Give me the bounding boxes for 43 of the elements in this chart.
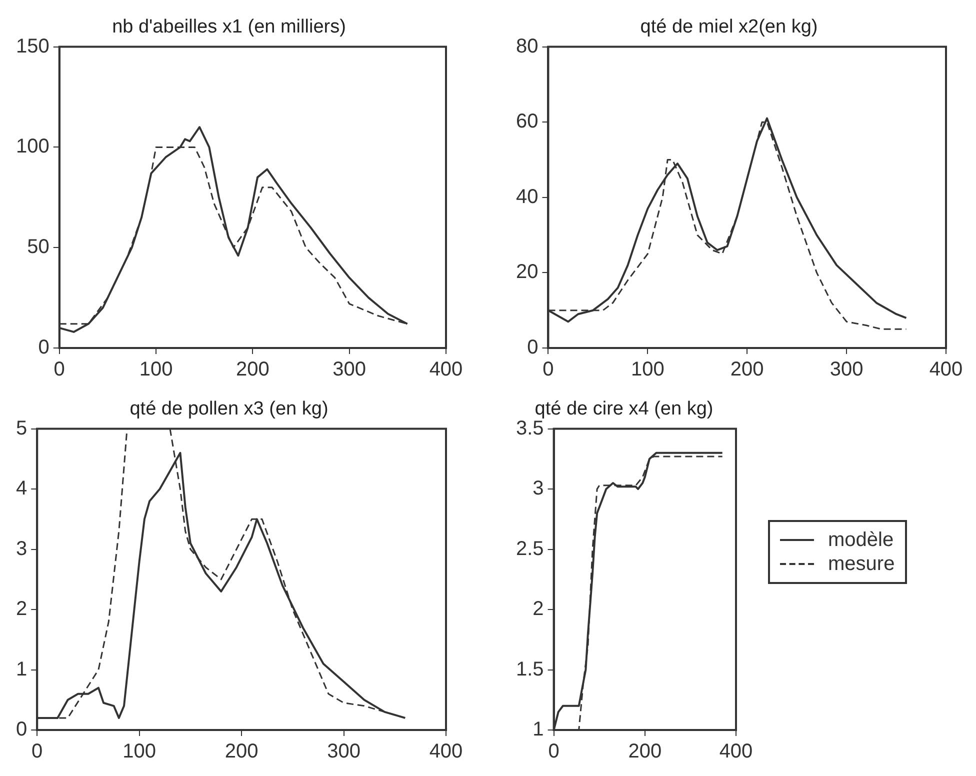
y-tick-label: 60 [516,110,538,133]
y-tick-label: 2.5 [516,538,544,560]
y-tick-label: 4 [16,478,28,500]
x-tick-label: 100 [139,358,173,381]
x-tick-label: 100 [122,740,156,763]
x-tick-label: 400 [429,740,463,763]
y-tick-label: 0 [16,718,28,741]
y-tick-label: 3.5 [516,417,544,440]
y-tick-label: 1 [532,718,544,741]
chart-title: qté de miel x2(en kg) [640,16,818,38]
legend-label: modèle [828,528,894,552]
chart-title: nb d'abeilles x1 (en milliers) [112,16,346,38]
x-tick-label: 100 [630,358,664,381]
x-tick-label: 200 [236,358,270,381]
x-tick-label: 200 [224,740,258,763]
x-tick-label: 400 [429,358,463,381]
x-tick-label: 0 [548,740,560,763]
x-tick-label: 300 [327,740,360,763]
y-tick-label: 40 [516,186,538,208]
y-tick-label: 1 [16,658,28,680]
y-tick-label: 20 [516,261,538,284]
x-tick-label: 400 [929,358,963,381]
y-tick-label: 150 [16,35,50,58]
y-tick-label: 3 [532,478,544,500]
x-tick-label: 200 [628,740,662,763]
y-tick-label: 5 [16,417,28,440]
y-tick-label: 0 [38,336,50,359]
y-tick-label: 2 [16,598,28,620]
y-tick-label: 50 [27,236,50,258]
x-tick-label: 200 [730,358,764,381]
y-tick-label: 1.5 [516,658,544,680]
legend-label: mesure [828,552,895,576]
y-tick-label: 0 [527,336,538,359]
x-tick-label: 0 [54,358,65,381]
x-tick-label: 400 [719,740,753,763]
y-tick-label: 2 [532,598,544,620]
x-tick-label: 300 [332,358,366,381]
y-tick-label: 80 [516,35,538,58]
y-tick-label: 3 [16,538,28,560]
chart-title: qté de cire x4 (en kg) [534,398,714,420]
x-tick-label: 300 [830,358,864,381]
chart-title: qté de pollen x3 (en kg) [130,398,328,420]
y-tick-label: 100 [16,136,50,158]
